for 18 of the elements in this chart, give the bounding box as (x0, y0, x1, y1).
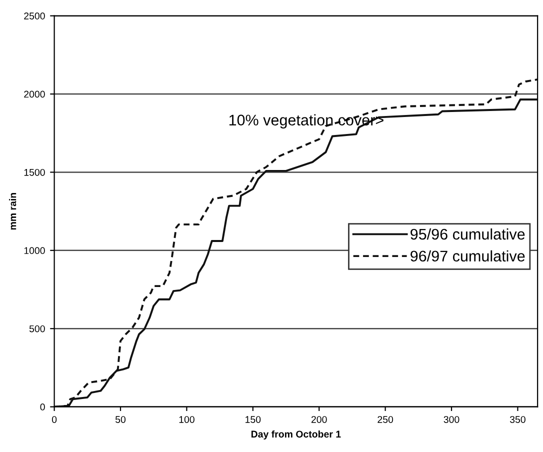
x-tick-label: 150 (246, 416, 261, 423)
y-axis-title: mm rain (9, 193, 16, 230)
x-axis-title: Day from October 1 (251, 430, 341, 440)
legend-label: 95/96 cumulative (410, 228, 525, 240)
legend-label: 96/97 cumulative (410, 250, 525, 262)
x-tick-label: 200 (311, 416, 327, 423)
x-tick-label: 50 (115, 416, 126, 423)
y-tick-label: 2500 (24, 12, 45, 20)
y-tick-label: 0 (40, 404, 45, 410)
x-tick-label: 0 (52, 416, 57, 423)
y-tick-label: 1500 (24, 168, 45, 176)
x-tick-label: 300 (444, 416, 460, 423)
y-tick-label: 2000 (24, 90, 45, 98)
x-tick-label: 100 (179, 416, 194, 423)
y-tick-label: 1000 (24, 247, 45, 254)
y-tick-label: 500 (29, 325, 45, 332)
x-tick-label: 350 (510, 416, 526, 423)
x-tick-label: 250 (378, 416, 394, 423)
